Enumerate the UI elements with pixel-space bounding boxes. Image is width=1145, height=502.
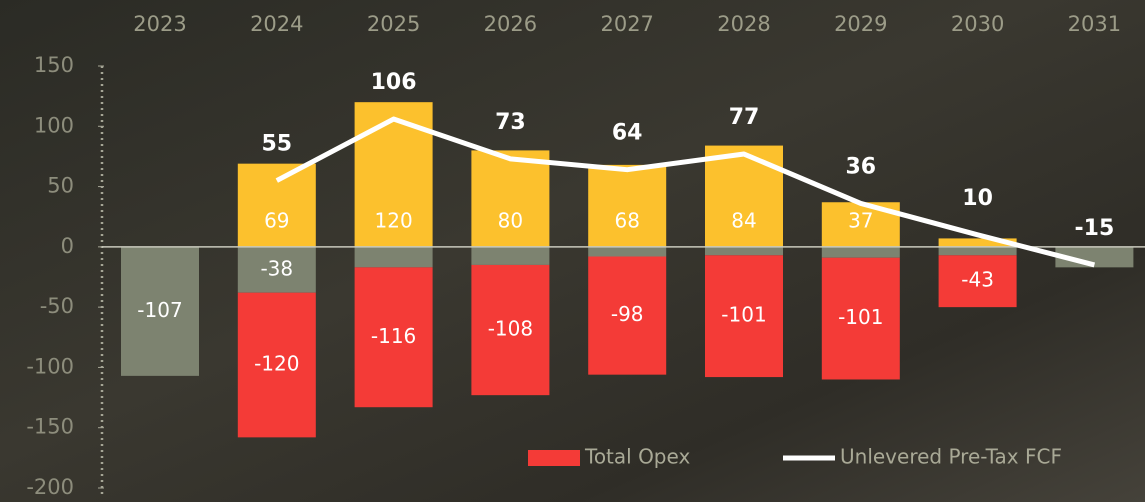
- bar: [588, 246, 667, 257]
- x-tick-label: 2030: [951, 12, 1004, 36]
- legend-swatch: [528, 450, 580, 466]
- line-label: 73: [495, 110, 526, 135]
- bar: [471, 150, 550, 247]
- line-label: 10: [962, 186, 993, 211]
- bar: [471, 246, 550, 265]
- x-tick-label: 2027: [600, 12, 653, 36]
- x-tick-label: 2031: [1068, 12, 1121, 36]
- data-label: -38: [260, 256, 293, 280]
- y-tick-label: 0: [61, 234, 74, 258]
- line: [275, 116, 1096, 268]
- data-label: 120: [375, 208, 413, 232]
- bar: [938, 255, 1017, 308]
- line-label: 106: [371, 70, 417, 95]
- data-label: 37: [848, 208, 873, 232]
- data-label: -108: [488, 317, 533, 341]
- x-tick-label: 2023: [133, 12, 186, 36]
- line-label: 55: [261, 132, 292, 157]
- bar: [237, 163, 316, 247]
- bar: [938, 238, 1017, 247]
- bar: [938, 246, 1017, 256]
- line-label: 36: [845, 154, 876, 179]
- y-tick-label: 50: [47, 174, 74, 198]
- data-label: 80: [498, 208, 523, 232]
- data-label: -120: [254, 352, 299, 376]
- bar: [588, 164, 667, 247]
- bar: [705, 255, 783, 378]
- bar: [471, 264, 550, 396]
- y-tick-label: 150: [34, 53, 74, 77]
- data-label: -43: [961, 268, 994, 292]
- line-label: -15: [1075, 216, 1115, 241]
- y-tick-label: 100: [34, 113, 74, 137]
- line-label: 77: [729, 105, 760, 130]
- bar: [821, 246, 900, 258]
- data-label: -101: [721, 303, 766, 327]
- x-tick-label: 2025: [367, 12, 420, 36]
- bar: [588, 256, 667, 375]
- bar: [354, 267, 433, 408]
- data-label: -98: [611, 302, 644, 326]
- y-tick-label: -200: [26, 475, 74, 499]
- bar: [705, 246, 783, 256]
- data-label: 84: [731, 208, 756, 232]
- y-tick-label: -150: [26, 415, 74, 439]
- data-label: -101: [838, 305, 883, 329]
- bar: [237, 246, 316, 293]
- bar: [237, 292, 316, 438]
- bar: [121, 246, 199, 376]
- y-tick-label: -50: [40, 294, 74, 318]
- data-label: -116: [371, 324, 416, 348]
- data-label: -107: [137, 298, 182, 322]
- x-tick-label: 2026: [484, 12, 537, 36]
- x-tick-label: 2028: [717, 12, 770, 36]
- y-tick-label: -100: [26, 354, 74, 378]
- data-label: 68: [614, 208, 639, 232]
- line-label: 64: [612, 121, 643, 146]
- data-label: 69: [264, 208, 289, 232]
- bar: [354, 246, 433, 268]
- x-tick-label: 2024: [250, 12, 303, 36]
- legend-label: Total Opex: [584, 445, 690, 469]
- bar: [821, 257, 900, 380]
- legend-label: Unlevered Pre-Tax FCF: [840, 445, 1062, 469]
- x-tick-label: 2029: [834, 12, 887, 36]
